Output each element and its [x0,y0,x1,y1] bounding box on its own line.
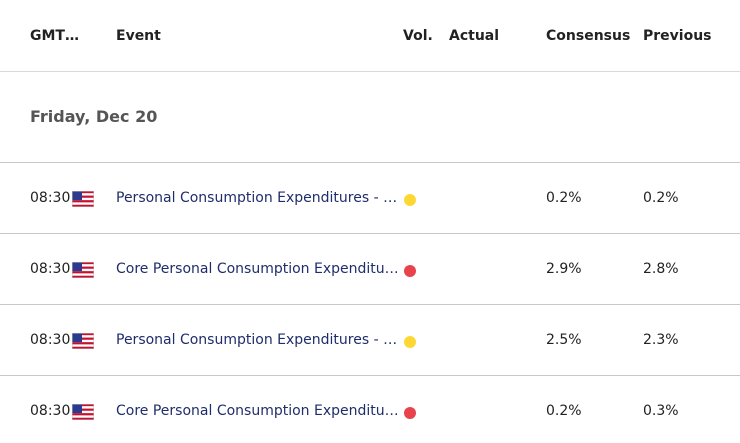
column-header-volatility[interactable]: Vol. [403,28,433,44]
table-row[interactable]: 08:30 Core Personal Consumption Expendit… [0,234,740,305]
column-header-time[interactable]: GMT… [30,28,79,44]
event-time: 08:30 [30,403,71,419]
consensus-value: 2.9% [546,261,582,277]
event-time: 08:30 [30,332,71,348]
date-group-header: Friday, Dec 20 [0,72,740,163]
table-header: GMT… Event Vol. Actual Consensus Previou… [0,0,740,72]
event-time: 08:30 [30,190,71,206]
volatility-indicator [404,265,416,277]
column-header-event[interactable]: Event [116,28,161,44]
volatility-indicator [404,407,416,419]
us-flag-icon [72,262,94,278]
previous-value: 2.3% [643,332,679,348]
column-header-consensus[interactable]: Consensus [546,28,631,44]
consensus-value: 2.5% [546,332,582,348]
column-header-previous[interactable]: Previous [643,28,712,44]
event-time: 08:30 [30,261,71,277]
column-header-actual[interactable]: Actual [449,28,500,44]
previous-value: 0.2% [643,190,679,206]
us-flag-icon [72,333,94,349]
table-row[interactable]: 08:30 Core Personal Consumption Expendit… [0,376,740,443]
volatility-indicator [404,336,416,348]
date-label: Friday, Dec 20 [30,107,158,126]
previous-value: 0.3% [643,403,679,419]
event-name-link[interactable]: Core Personal Consumption Expenditur… [116,261,400,277]
event-name-link[interactable]: Personal Consumption Expenditures - P… [116,332,400,348]
table-row[interactable]: 08:30 Personal Consumption Expenditures … [0,305,740,376]
event-name-link[interactable]: Personal Consumption Expenditures - P… [116,190,400,206]
event-name-link[interactable]: Core Personal Consumption Expenditur… [116,403,400,419]
table-row[interactable]: 08:30 Personal Consumption Expenditures … [0,163,740,234]
previous-value: 2.8% [643,261,679,277]
consensus-value: 0.2% [546,190,582,206]
consensus-value: 0.2% [546,403,582,419]
us-flag-icon [72,191,94,207]
us-flag-icon [72,404,94,420]
volatility-indicator [404,194,416,206]
